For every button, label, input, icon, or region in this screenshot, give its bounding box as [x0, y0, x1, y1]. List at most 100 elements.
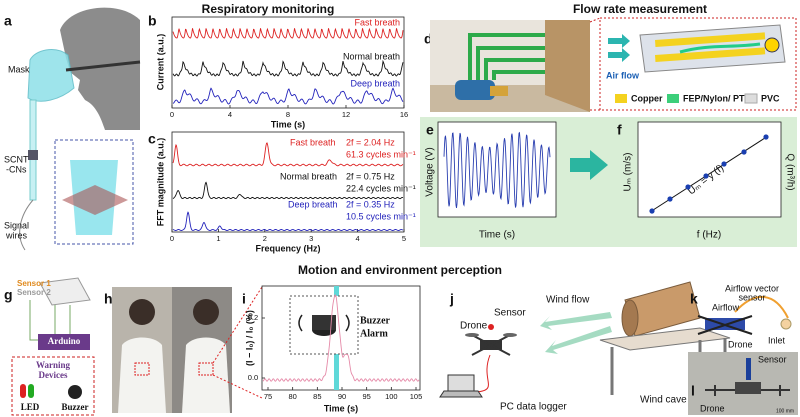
label: SCNT — [4, 154, 29, 164]
inlet — [780, 318, 792, 330]
panel-i: i (I − I₀) / I₀ (%) Time (s) Buzzer Alar… — [242, 285, 423, 413]
y-axis-label: FFT magnitude (a.u.) — [155, 138, 165, 227]
section-title: Flow rate measurement — [573, 2, 707, 16]
label: wires — [5, 230, 28, 240]
panel-letter: c — [148, 131, 156, 147]
arduino-box — [38, 334, 90, 350]
fit-point — [685, 184, 691, 190]
peak-rate: 22.4 cycles min⁻¹ — [346, 183, 416, 193]
panel-e: e Voltage (V) Time (s) — [425, 121, 608, 241]
label: -CNs — [6, 164, 27, 174]
x-tick-label: 100 — [385, 392, 398, 401]
fit-point — [763, 134, 769, 140]
peak-frequency: 2f = 2.04 Hz — [346, 137, 395, 147]
alarm-label: Buzzer — [360, 315, 391, 326]
breath-trace — [172, 27, 404, 39]
x-tick-label: 2 — [263, 234, 267, 243]
led — [28, 384, 34, 398]
wind-cave-mouth — [621, 299, 639, 337]
y-axis-label: Voltage (V) — [425, 147, 436, 196]
wall — [545, 20, 590, 112]
label: Sensor — [494, 308, 526, 319]
x-tick-label: 105 — [410, 392, 423, 401]
plot-frame — [171, 131, 405, 233]
alarm-label: Alarm — [360, 328, 388, 339]
panel-letter: h — [104, 291, 113, 307]
film — [679, 42, 761, 54]
panel-letter: l — [691, 383, 695, 399]
device-label: Buzzer — [62, 402, 89, 412]
person-head — [129, 299, 155, 325]
x-axis-label: Time (s) — [271, 119, 305, 129]
fit-point — [649, 208, 655, 214]
legend-swatch — [744, 93, 758, 104]
panel-letter: d — [424, 31, 433, 47]
sensor — [746, 358, 751, 380]
zoom-line — [212, 286, 263, 399]
peak-rate: 61.3 cycles min⁻¹ — [346, 149, 416, 159]
head — [60, 7, 140, 130]
sensor-film — [62, 185, 128, 215]
fit-point — [703, 173, 709, 179]
legend-label: PVC — [761, 93, 780, 103]
breath-trace — [172, 59, 404, 77]
pump — [455, 80, 495, 100]
sensor-marker — [134, 362, 150, 376]
controller: Arduino — [48, 336, 81, 346]
table — [599, 327, 731, 351]
panel-c: c FFT magnitude (a.u.) Frequency (Hz) Fa… — [148, 131, 416, 254]
sensor-label: Sensor 2 — [17, 288, 51, 297]
plot-frame — [261, 285, 421, 391]
fit-point — [721, 161, 727, 167]
x-tick-label: 80 — [288, 392, 296, 401]
label: sensor — [738, 292, 765, 302]
panel-k: k Airflow vector sensor Airflow Drone In… — [690, 283, 792, 349]
panel-letter: k — [690, 291, 698, 307]
arrow — [570, 150, 608, 180]
buzzer — [68, 385, 82, 399]
panel-l: l Sensor Drone 100 mm — [688, 352, 798, 415]
panel-b: b Current (a.u.) Time (s) Fast breath No… — [148, 13, 408, 130]
panel-letter: i — [242, 291, 246, 307]
label: 100 mm — [776, 408, 794, 414]
trace-label: Deep breath — [350, 78, 400, 88]
legend-label: Copper — [631, 93, 663, 103]
panel-h: h — [104, 286, 263, 413]
x-tick-label: 8 — [286, 110, 290, 119]
sensor — [28, 150, 38, 160]
pipes — [468, 33, 545, 80]
y-tick-label: 0.0 — [248, 373, 258, 382]
y-tick-label: 0.2 — [248, 313, 258, 322]
panel-letter: g — [4, 287, 13, 303]
panel-letter: f — [617, 122, 622, 138]
section-title: Respiratory monitoring — [202, 2, 335, 16]
voltage-trace — [443, 131, 551, 209]
panel-letter: e — [426, 122, 434, 138]
y-axis-label: Uₘ (m/s) — [623, 153, 634, 192]
panel-a: a Mask SCNT -CNs Signal wires — [4, 7, 141, 251]
y2-axis-label: Q (m³/h) — [784, 153, 795, 190]
zoom-line — [589, 17, 601, 111]
x-tick-label: 1 — [216, 234, 220, 243]
flow-label: Air flow — [606, 70, 640, 80]
laptop — [439, 390, 483, 398]
warning-box — [11, 356, 95, 416]
wires — [19, 199, 34, 251]
x-tick-label: 95 — [362, 392, 370, 401]
x-tick-label: 16 — [400, 110, 408, 119]
x-tick-label: 4 — [228, 110, 232, 119]
wiring — [29, 300, 71, 341]
trace-label: Normal breath — [343, 51, 400, 61]
copper — [655, 32, 766, 47]
mask — [27, 49, 75, 102]
panel-g: g Sensor 1 Sensor 2 Arduino Warning Devi… — [4, 277, 95, 416]
label: Wind cave — [640, 395, 687, 406]
panel-letter: b — [148, 13, 157, 29]
spectrum-trace — [172, 142, 404, 167]
sensor-label: Sensor 1 — [17, 279, 51, 288]
legend-label: FEP/Nylon/ PTFE — [683, 93, 756, 103]
warning-label: Warning — [36, 360, 71, 370]
panel-letter: a — [4, 13, 12, 29]
drone-arms — [697, 315, 753, 335]
flow-arrows — [608, 34, 630, 62]
